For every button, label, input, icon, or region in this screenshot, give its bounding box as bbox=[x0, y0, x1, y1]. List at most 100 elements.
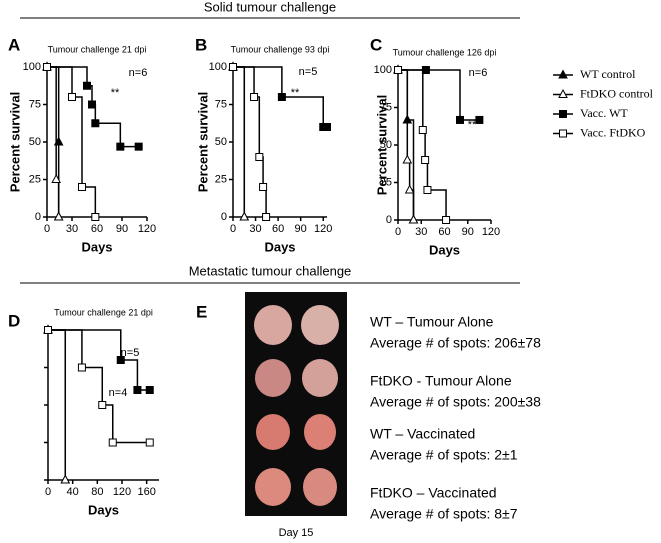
x-axis-label: Days bbox=[264, 239, 295, 254]
survival-line bbox=[48, 329, 67, 480]
survival-line bbox=[233, 66, 267, 217]
data-point bbox=[60, 474, 71, 484]
data-point bbox=[98, 401, 107, 409]
chart-title: Tumour challenge 93 dpi bbox=[231, 44, 330, 54]
data-point bbox=[51, 173, 62, 183]
data-point bbox=[229, 63, 237, 71]
section-heading: Solid tumour challenge bbox=[204, 0, 336, 14]
survival-line bbox=[48, 329, 67, 480]
y-tick-label: 0 bbox=[35, 211, 41, 223]
y-tick-label: 75 bbox=[215, 98, 227, 110]
chart-title: Tumour challenge 126 dpi bbox=[393, 47, 497, 57]
data-point bbox=[116, 142, 125, 151]
data-point bbox=[53, 211, 64, 221]
chart-title: Tumour challenge 21 dpi bbox=[48, 44, 147, 54]
y-tick-label: 25 bbox=[215, 173, 227, 185]
y-tick-label: 100 bbox=[374, 64, 392, 76]
data-point bbox=[108, 438, 117, 447]
x-tick-label: 0 bbox=[395, 226, 401, 238]
data-point bbox=[133, 386, 142, 394]
data-point bbox=[402, 154, 413, 164]
survival-line bbox=[47, 66, 60, 217]
group-spots: Average # of spots: 2±1 bbox=[370, 447, 518, 463]
x-tick-label: 90 bbox=[462, 226, 474, 238]
x-axis-label: Days bbox=[81, 239, 112, 254]
survival-line bbox=[398, 69, 447, 220]
group-name: FtDKO - Tumour Alone bbox=[370, 373, 512, 389]
y-tick-label: 0 bbox=[386, 214, 392, 226]
data-point bbox=[250, 93, 259, 101]
x-tick-label: 120 bbox=[482, 226, 500, 238]
x-tick-label: 60 bbox=[438, 226, 450, 238]
legend-label: WT control bbox=[580, 67, 636, 81]
data-point bbox=[408, 214, 419, 224]
survival-line bbox=[48, 329, 150, 391]
x-tick-label: 160 bbox=[137, 486, 155, 498]
x-tick-label: 40 bbox=[67, 486, 79, 498]
y-tick-label: 25 bbox=[380, 176, 392, 188]
data-point bbox=[255, 153, 264, 161]
data-point bbox=[91, 213, 100, 221]
section-heading: Metastatic tumour challenge bbox=[189, 263, 352, 278]
y-tick-label: 75 bbox=[380, 101, 392, 113]
y-tick-label: 50 bbox=[380, 139, 392, 151]
x-tick-label: 30 bbox=[66, 223, 78, 235]
annotation: n=4 bbox=[109, 387, 128, 399]
photo-caption: Day 15 bbox=[279, 527, 314, 539]
data-point bbox=[44, 326, 52, 334]
annotation: n=5 bbox=[299, 66, 318, 78]
lung-images bbox=[254, 305, 339, 506]
data-point bbox=[323, 123, 331, 131]
data-point bbox=[68, 93, 76, 101]
data-point bbox=[475, 115, 484, 124]
x-tick-label: 120 bbox=[314, 223, 332, 235]
data-point bbox=[78, 183, 86, 191]
x-axis-label: Days bbox=[429, 242, 460, 257]
legend-marker bbox=[559, 110, 567, 118]
data-point bbox=[456, 115, 464, 124]
survival-line bbox=[398, 69, 480, 121]
panel-label: D bbox=[8, 311, 20, 330]
data-point bbox=[43, 63, 51, 71]
group-name: FtDKO – Vaccinated bbox=[370, 485, 497, 501]
data-point bbox=[262, 213, 271, 221]
data-point bbox=[418, 126, 427, 134]
x-tick-label: 90 bbox=[116, 223, 128, 235]
x-axis-label: Days bbox=[88, 502, 119, 517]
x-tick-label: 80 bbox=[91, 486, 103, 498]
legend-label: Vacc. FtDKO bbox=[580, 125, 646, 139]
y-axis-label: Percent survival bbox=[195, 92, 210, 192]
x-tick-label: 60 bbox=[272, 223, 284, 235]
data-point bbox=[277, 93, 286, 101]
legend-marker bbox=[559, 129, 567, 138]
x-tick-label: 30 bbox=[249, 223, 261, 235]
y-tick-label: 75 bbox=[29, 98, 41, 110]
data-point bbox=[83, 81, 91, 90]
x-tick-label: 120 bbox=[113, 486, 131, 498]
y-tick-label: 100 bbox=[23, 61, 41, 73]
data-point bbox=[423, 186, 432, 194]
y-tick-label: 25 bbox=[29, 173, 41, 185]
survival-line bbox=[233, 66, 246, 217]
group-name: WT – Vaccinated bbox=[370, 426, 475, 442]
annotation: ** bbox=[291, 87, 300, 99]
survival-line bbox=[48, 329, 150, 444]
data-point bbox=[239, 211, 250, 221]
data-point bbox=[88, 100, 96, 109]
annotation: n=5 bbox=[121, 347, 140, 359]
panel-label: C bbox=[370, 35, 382, 54]
data-point bbox=[145, 386, 154, 394]
y-axis-label: Percent survival bbox=[374, 95, 389, 195]
x-tick-label: 90 bbox=[295, 223, 307, 235]
data-point bbox=[91, 119, 100, 128]
data-point bbox=[404, 184, 415, 194]
legend-label: Vacc. WT bbox=[580, 106, 628, 120]
data-point bbox=[442, 216, 451, 224]
chart-title: Tumour challenge 21 dpi bbox=[54, 307, 153, 317]
y-tick-label: 0 bbox=[221, 211, 227, 223]
x-tick-label: 120 bbox=[138, 223, 156, 235]
group-spots: Average # of spots: 200±38 bbox=[370, 394, 541, 410]
panel-label: E bbox=[196, 302, 207, 321]
data-point bbox=[259, 183, 268, 191]
